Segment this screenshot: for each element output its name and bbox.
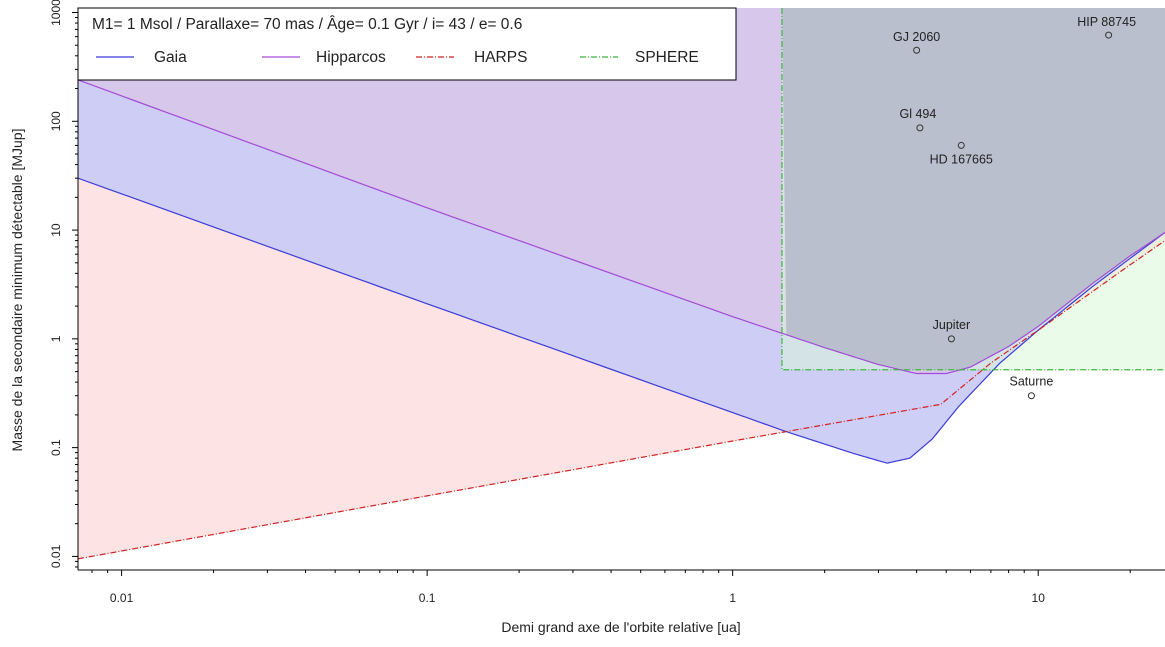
series-fills bbox=[78, 8, 1165, 559]
y-tick-label: 1 bbox=[49, 335, 63, 342]
line-hipparcos bbox=[78, 79, 1165, 375]
line-sphere bbox=[781, 8, 1165, 371]
object-marker bbox=[957, 141, 965, 149]
legend-label-gaia: Gaia bbox=[154, 49, 187, 66]
object-marker bbox=[916, 124, 924, 132]
y-axis-title: Masse de la secondaire minimum détectabl… bbox=[9, 129, 25, 452]
y-tick-label: 1000 bbox=[49, 0, 63, 26]
object-label: HD 167665 bbox=[930, 152, 993, 166]
legend-label-harps: HARPS bbox=[474, 49, 527, 66]
legend-label-hipparcos: Hipparcos bbox=[316, 49, 386, 66]
legend-label-sphere: SPHERE bbox=[635, 49, 699, 66]
fill-overlap bbox=[781, 8, 1165, 370]
y-tick-label: 10 bbox=[49, 223, 63, 237]
x-axis-title: Demi grand axe de l'orbite relative [ua] bbox=[501, 619, 740, 635]
y-tick-label: 0.01 bbox=[49, 544, 63, 568]
y-tick-label: 0.1 bbox=[49, 439, 63, 456]
object-marker bbox=[913, 46, 921, 54]
line-gaia bbox=[78, 177, 1165, 464]
object-label: Gl 494 bbox=[899, 107, 936, 121]
series-lines bbox=[78, 8, 1165, 560]
object-label: Saturne bbox=[1010, 375, 1054, 389]
object-label: GJ 2060 bbox=[893, 30, 940, 44]
object-marker bbox=[947, 335, 955, 343]
object-marker bbox=[1105, 31, 1113, 39]
object-label: HIP 88745 bbox=[1077, 15, 1136, 29]
x-tick-label: 0.01 bbox=[110, 591, 134, 605]
x-tick-label: 1 bbox=[729, 591, 736, 605]
object-marker bbox=[1027, 392, 1035, 400]
object-label: Jupiter bbox=[933, 318, 971, 332]
axes: 0.01 0.1 1 10 0.01 0.1 1 10 100 1000 bbox=[49, 0, 1165, 605]
y-tick-label: 100 bbox=[49, 111, 63, 131]
legend-title: M1= 1 Msol / Parallaxe= 70 mas / Âge= 0.… bbox=[92, 16, 522, 33]
legend-box bbox=[77, 7, 737, 81]
x-tick-label: 0.1 bbox=[419, 591, 436, 605]
x-tick-label: 10 bbox=[1032, 591, 1046, 605]
object-markers: GJ 2060 HIP 88745 Gl 494 HD 167665 Jupiter Sa… bbox=[893, 15, 1136, 400]
legend: M1= 1 Msol / Parallaxe= 70 mas / Âge= 0.… bbox=[77, 7, 737, 81]
